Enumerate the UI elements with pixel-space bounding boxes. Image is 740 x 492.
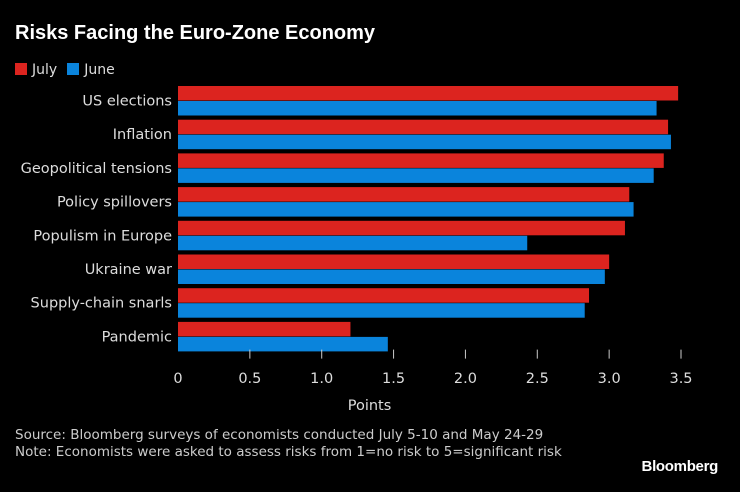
legend-label-july: July xyxy=(32,62,58,78)
bar-july xyxy=(178,254,610,269)
bar-june xyxy=(178,336,388,352)
legend: July June xyxy=(15,62,115,78)
bar-july xyxy=(178,187,630,202)
category-label: Ukraine war xyxy=(85,262,172,278)
legend-item-july: July xyxy=(15,62,57,78)
bar-july xyxy=(178,220,625,236)
bar-july xyxy=(178,153,664,168)
bar-july xyxy=(178,288,590,303)
x-tick-label: 1.0 xyxy=(310,371,333,387)
methodology-note: Note: Economists were asked to assess ri… xyxy=(15,443,562,460)
bar-june xyxy=(178,101,657,116)
bar-june xyxy=(178,134,671,150)
x-axis-label: Points xyxy=(348,398,392,414)
category-label: US elections xyxy=(82,94,172,110)
legend-swatch-july xyxy=(15,63,27,75)
legend-swatch-june xyxy=(67,63,80,75)
x-tick-label: 0 xyxy=(173,371,182,387)
category-label: Inflation xyxy=(113,127,172,143)
x-tick-label: 3.0 xyxy=(598,371,621,387)
chart-title: Risks Facing the Euro-Zone Economy xyxy=(15,22,376,44)
x-tick-label: 2.0 xyxy=(454,371,477,387)
source-note: Source: Bloomberg surveys of economists … xyxy=(15,427,544,443)
category-label: Geopolitical tensions xyxy=(21,161,172,177)
bar-june xyxy=(178,303,585,318)
bar-june xyxy=(178,168,654,183)
footer: Source: Bloomberg surveys of economists … xyxy=(15,427,595,460)
bar-july xyxy=(178,86,679,101)
category-label: Pandemic xyxy=(102,329,172,345)
category-label: Policy spillovers xyxy=(57,195,172,211)
x-tick-label: 0.5 xyxy=(238,371,261,387)
x-tick-label: 1.5 xyxy=(382,371,405,387)
legend-item-june: June xyxy=(67,62,115,78)
bar-july xyxy=(178,119,669,135)
category-label: Supply-chain snarls xyxy=(31,296,172,312)
x-tick-label: 3.5 xyxy=(669,371,692,387)
bar-july xyxy=(178,321,351,337)
bar-june xyxy=(178,202,634,217)
bloomberg-logo: Bloomberg xyxy=(641,458,719,475)
category-label: Populism in Europe xyxy=(33,228,172,244)
x-tick-label: 2.5 xyxy=(526,371,549,387)
bar-june xyxy=(178,235,528,251)
bar-june xyxy=(178,269,605,284)
legend-label-june: June xyxy=(84,62,115,78)
